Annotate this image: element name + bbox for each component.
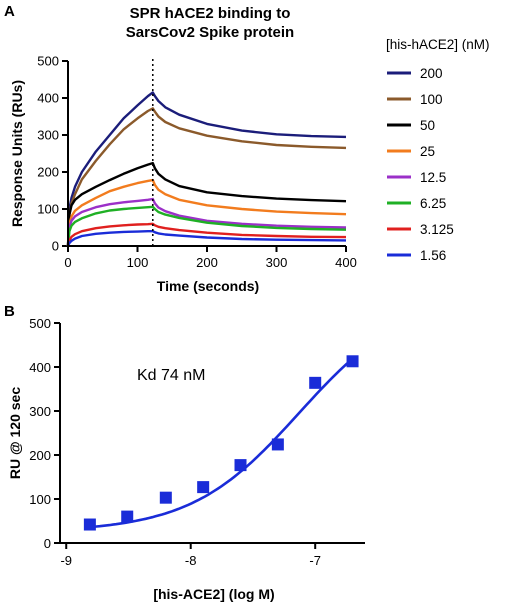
y-tick-label: 400 (29, 360, 51, 375)
x-tick-label: 0 (64, 255, 71, 270)
series-line-50 (66, 161, 347, 247)
legend-label-6.25: 6.25 (420, 196, 446, 211)
legend-label-3.125: 3.125 (420, 222, 454, 237)
x-axis-label: [his-ACE2] (log M) (153, 586, 274, 602)
data-points (83, 355, 359, 531)
panel-a: A SPR hACE2 binding to SarsCov2 Spike pr… (4, 3, 490, 294)
data-point (121, 510, 134, 523)
y-tick-label: 200 (29, 448, 51, 463)
series-line-12.5 (66, 197, 347, 247)
panel-a-label: A (4, 3, 15, 20)
axis-ticks: 0 100 200 300 400 500 0 100 200 300 400 (37, 54, 357, 271)
fit-curve (89, 357, 354, 529)
axes (59, 323, 365, 544)
series-line-1.56 (66, 230, 347, 247)
x-tick-label: -7 (309, 553, 321, 568)
x-tick-label: 100 (127, 255, 149, 270)
x-tick-label: 400 (335, 255, 357, 270)
legend-title: [his-hACE2] (nM) (386, 37, 490, 52)
data-point (197, 481, 210, 494)
x-tick-label: -9 (60, 553, 72, 568)
y-axis-label: RU @ 120 sec (7, 387, 23, 479)
series-line-100 (66, 107, 347, 247)
x-axis-label: Time (seconds) (157, 278, 259, 294)
legend-label-50: 50 (420, 118, 435, 133)
y-tick-label: 400 (37, 91, 59, 106)
panel-b-label: B (4, 303, 15, 320)
data-point (271, 438, 284, 451)
y-tick-label: 0 (52, 239, 59, 254)
legend-label-12.5: 12.5 (420, 170, 446, 185)
series-lines (66, 91, 347, 247)
y-tick-label: 500 (29, 316, 51, 331)
legend: 200 100 50 25 12.5 6.25 3.125 1.56 (387, 66, 454, 263)
series-line-6.25 (66, 205, 347, 247)
series-line-3.125 (66, 222, 347, 247)
x-tick-label: -8 (185, 553, 197, 568)
y-tick-label: 300 (29, 404, 51, 419)
axes (67, 61, 346, 247)
legend-label-1.56: 1.56 (420, 248, 446, 263)
axis-ticks: 0 100 200 300 400 500 -9 -8 -7 (29, 316, 321, 568)
legend-label-200: 200 (420, 66, 443, 81)
panel-b: B RU @ 120 sec [his-ACE2] (log M) Kd 74 … (4, 303, 365, 602)
legend-label-25: 25 (420, 144, 435, 159)
data-point (159, 491, 172, 504)
kd-annotation: Kd 74 nM (137, 367, 205, 384)
legend-label-100: 100 (420, 92, 443, 107)
series-line-200 (66, 91, 347, 247)
series-line-25 (66, 178, 347, 247)
x-tick-label: 200 (196, 255, 218, 270)
y-tick-label: 100 (29, 492, 51, 507)
y-axis-label: Response Units (RUs) (9, 80, 25, 227)
y-tick-label: 200 (37, 165, 59, 180)
data-point (234, 459, 247, 472)
y-tick-label: 100 (37, 202, 59, 217)
data-point (309, 376, 322, 389)
y-tick-label: 0 (44, 536, 51, 551)
chart-title-line-2: SarsCov2 Spike protein (126, 24, 294, 41)
data-point (346, 355, 359, 368)
x-tick-label: 300 (266, 255, 288, 270)
y-tick-label: 500 (37, 54, 59, 69)
y-tick-label: 300 (37, 128, 59, 143)
data-point (83, 518, 96, 531)
chart-title-line-1: SPR hACE2 binding to (130, 5, 291, 22)
